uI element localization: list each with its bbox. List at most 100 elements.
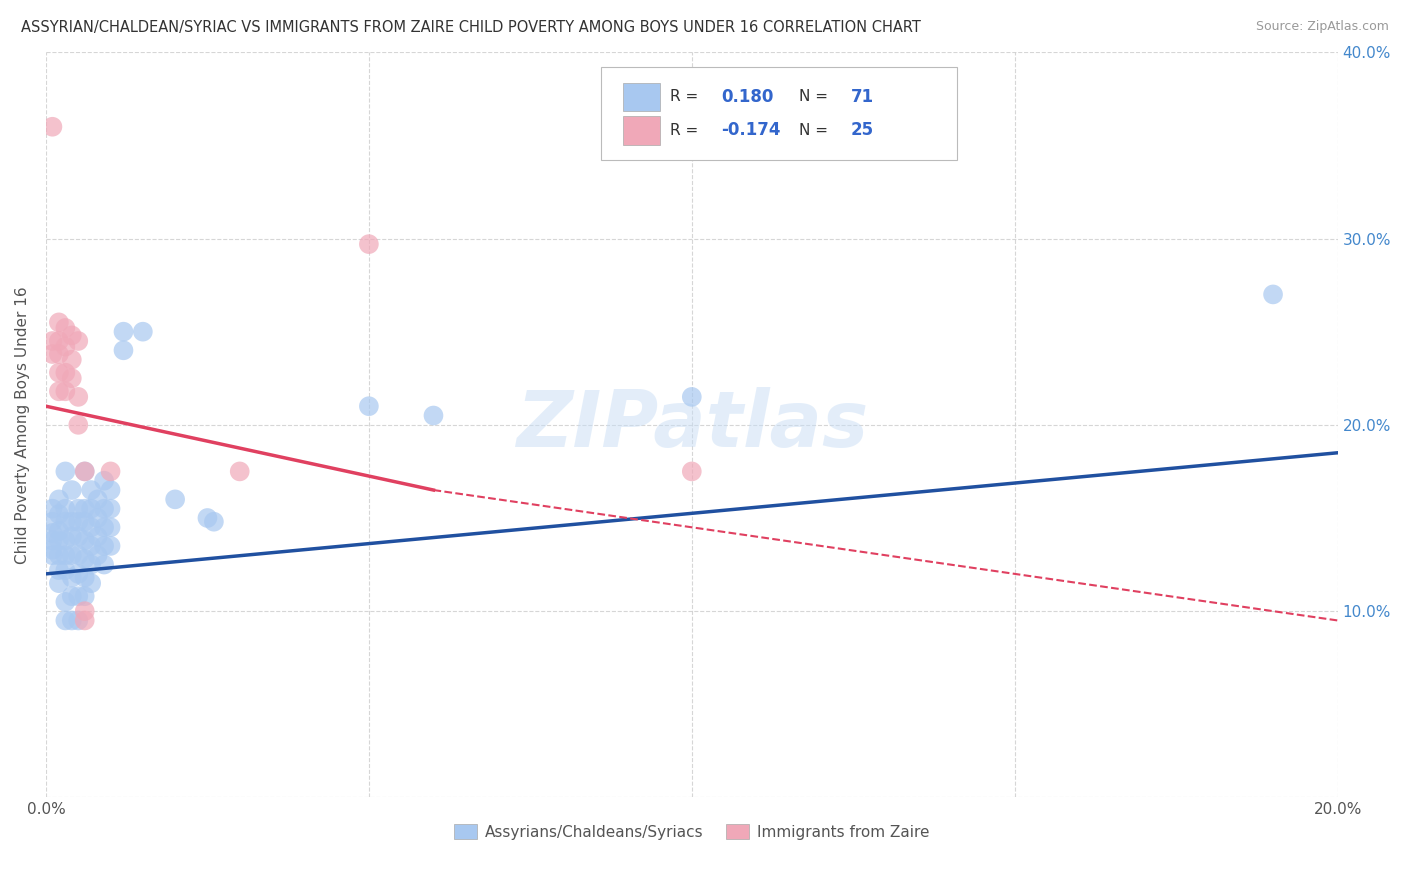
Point [48,576,70,591]
Point [48,563,70,577]
Point [53,501,76,516]
Point [93,474,115,488]
Point [60,371,83,385]
Bar [623,116,659,145]
Legend: Assyrians/Chaldeans/Syriacs, Immigrants from Zaire: Assyrians/Chaldeans/Syriacs, Immigrants … [449,817,935,846]
Point [202,515,225,529]
Point [100,501,122,516]
Text: 25: 25 [851,121,873,139]
Point [67,417,90,432]
Bar [623,83,659,112]
Point [681,390,703,404]
Point [93,558,115,572]
Point [67,614,90,628]
Point [41,533,63,548]
Point [48,533,70,548]
Point [48,347,70,361]
Point [60,614,83,628]
Text: R =: R = [669,89,703,104]
Point [73,533,96,548]
Point [48,384,70,399]
Text: R =: R = [669,123,703,138]
Text: ZIPatlas: ZIPatlas [516,387,868,463]
Point [60,483,83,497]
Point [67,334,90,348]
Point [60,328,83,343]
Y-axis label: Child Poverty Among Boys Under 16: Child Poverty Among Boys Under 16 [15,286,30,564]
Point [41,542,63,557]
Point [53,595,76,609]
Point [100,483,122,497]
Point [60,515,83,529]
Point [73,614,96,628]
Point [73,552,96,566]
Point [80,501,103,516]
Point [80,558,103,572]
Point [48,366,70,380]
Point [86,511,108,525]
Point [60,589,83,603]
Text: N =: N = [799,123,832,138]
Point [73,464,96,478]
Point [80,576,103,591]
Point [73,515,96,529]
Point [197,511,219,525]
Point [41,347,63,361]
Point [41,548,63,562]
Point [41,515,63,529]
Point [73,501,96,516]
Point [53,464,76,478]
Text: Source: ZipAtlas.com: Source: ZipAtlas.com [1256,20,1389,33]
Point [53,515,76,529]
Point [80,539,103,553]
Point [67,390,90,404]
Point [67,566,90,581]
Point [86,530,108,544]
Point [357,399,380,413]
Point [53,563,76,577]
Point [86,492,108,507]
Point [53,533,76,548]
Point [41,501,63,516]
Point [48,315,70,329]
Point [93,520,115,534]
Point [67,530,90,544]
Point [100,464,122,478]
Text: 71: 71 [851,88,873,106]
Point [100,520,122,534]
Point [53,614,76,628]
Point [41,334,63,348]
Point [73,604,96,618]
Point [1261,287,1284,301]
Point [48,492,70,507]
Point [67,589,90,603]
Text: ASSYRIAN/CHALDEAN/SYRIAC VS IMMIGRANTS FROM ZAIRE CHILD POVERTY AMONG BOYS UNDER: ASSYRIAN/CHALDEAN/SYRIAC VS IMMIGRANTS F… [21,20,921,35]
Point [73,589,96,603]
FancyBboxPatch shape [602,67,956,161]
Point [53,366,76,380]
Point [53,548,76,562]
Point [67,548,90,562]
Point [60,571,83,585]
Text: N =: N = [799,89,832,104]
Point [100,539,122,553]
Point [165,492,187,507]
Point [67,515,90,529]
Text: -0.174: -0.174 [721,121,780,139]
Point [48,524,70,538]
Point [112,325,135,339]
Point [48,508,70,522]
Point [41,525,63,540]
Point [48,334,70,348]
Point [73,464,96,478]
Point [53,384,76,399]
Point [112,343,135,358]
Point [80,483,103,497]
Point [357,237,380,252]
Point [86,548,108,562]
Point [132,325,155,339]
Point [48,548,70,562]
Point [53,340,76,354]
Text: 0.180: 0.180 [721,88,773,106]
Point [422,409,444,423]
